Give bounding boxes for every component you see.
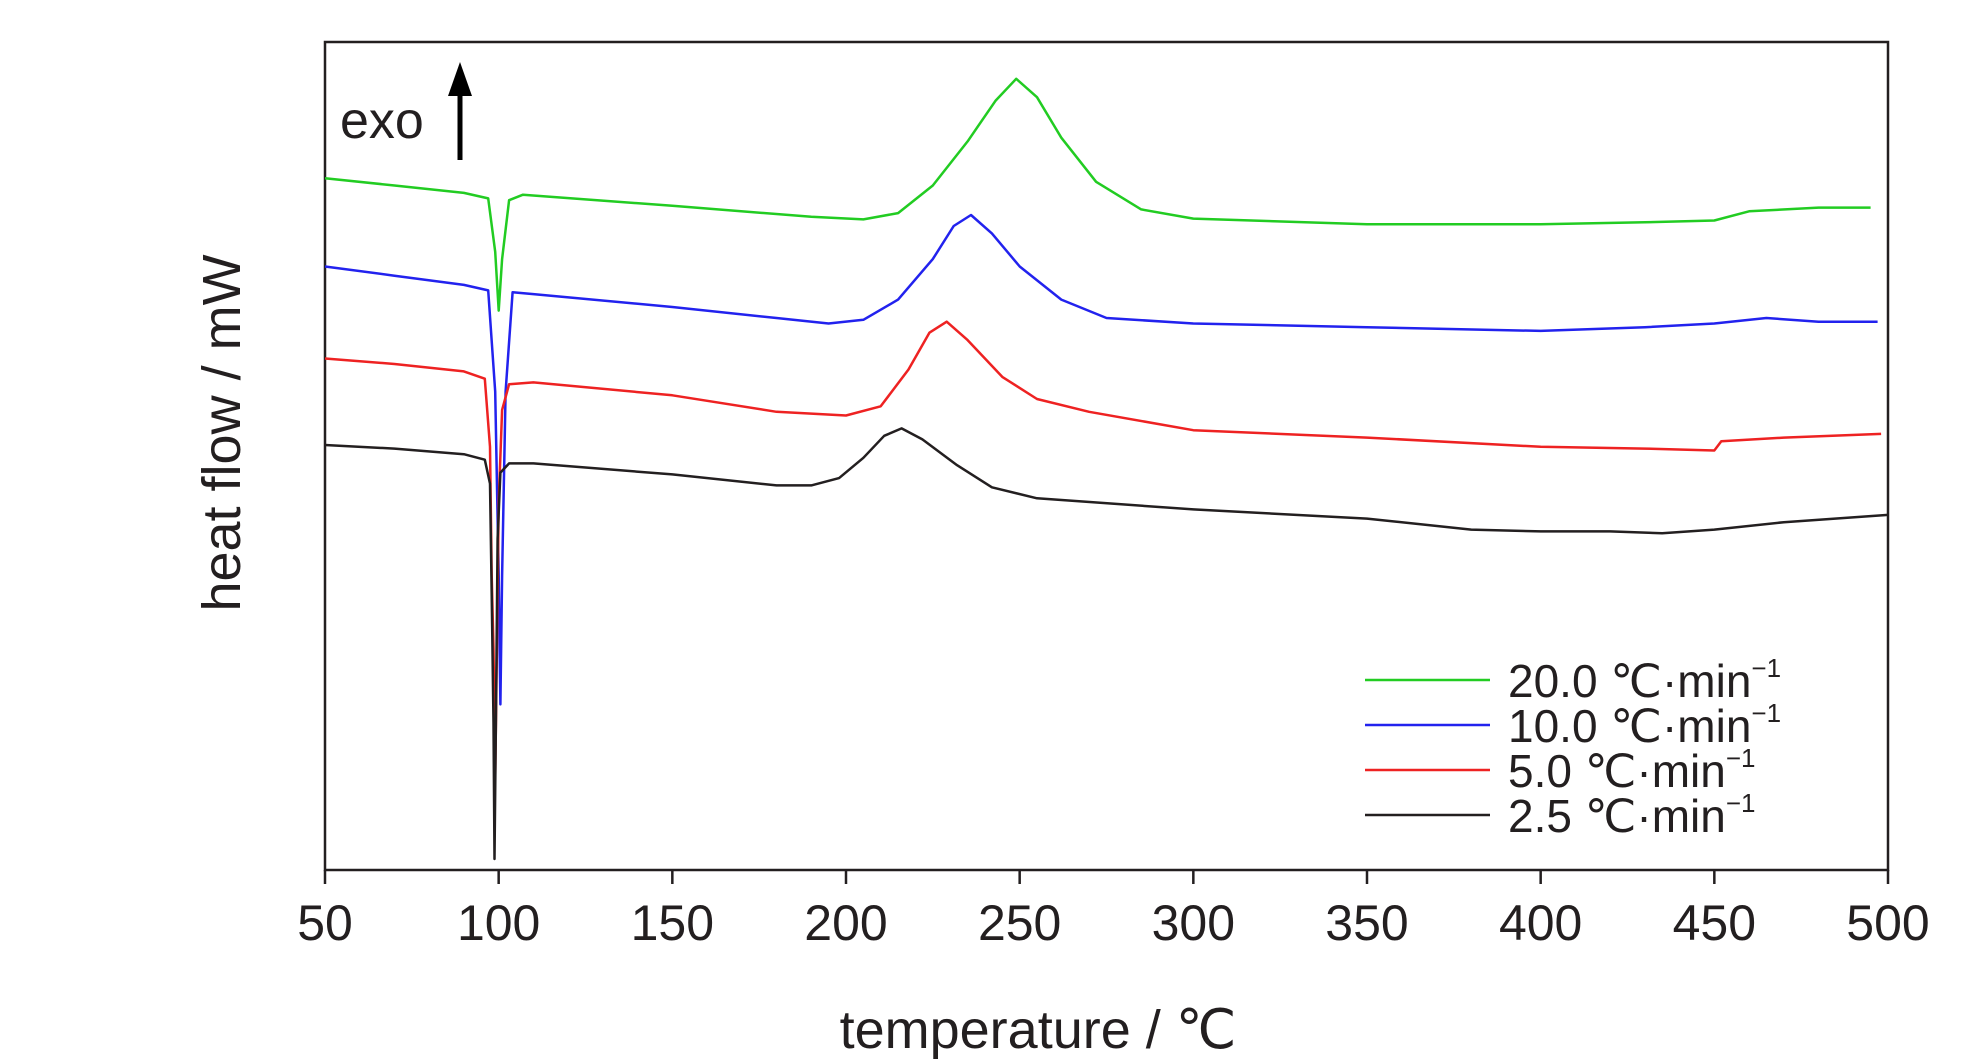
x-tick-label: 250 [978, 895, 1061, 951]
series-line [324, 77, 1871, 312]
x-axis-ticks: 50 100 150 200 250 300 350 400 450 500 [297, 870, 1930, 951]
x-tick-label: 400 [1499, 895, 1582, 951]
x-tick-label: 500 [1846, 895, 1929, 951]
legend-label: 20.0 ℃·min−1 [1508, 653, 1781, 707]
legend: 20.0 ℃·min−110.0 ℃·min−15.0 ℃·min−12.5 ℃… [1365, 653, 1781, 842]
x-axis-title: temperature / ℃ [840, 1000, 1237, 1060]
exo-arrow-head [448, 62, 472, 96]
x-tick-label: 100 [457, 895, 540, 951]
legend-label: 5.0 ℃·min−1 [1508, 743, 1755, 797]
x-tick-label: 200 [804, 895, 887, 951]
x-tick-label: 450 [1673, 895, 1756, 951]
x-tick-label: 350 [1325, 895, 1408, 951]
exo-label: exo [340, 92, 424, 150]
x-tick-label: 50 [297, 895, 353, 951]
legend-label: 2.5 ℃·min−1 [1508, 788, 1755, 842]
series-group [324, 77, 1889, 861]
x-tick-label: 150 [631, 895, 714, 951]
exo-annotation: exo [340, 62, 472, 160]
y-axis-title: heat flow / mW [192, 254, 252, 611]
series-line [324, 427, 1889, 861]
legend-label: 10.0 ℃·min−1 [1508, 698, 1781, 752]
x-tick-label: 300 [1152, 895, 1235, 951]
series-line [324, 213, 1878, 706]
plot-frame [323, 40, 1890, 872]
